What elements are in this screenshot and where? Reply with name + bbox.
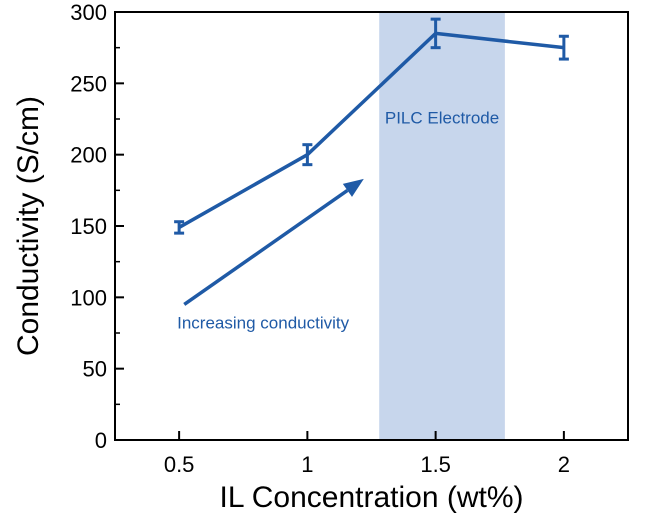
y-tick-label: 0 — [95, 428, 107, 453]
y-axis-title: Conductivity (S/cm) — [12, 96, 45, 356]
arrow-shaft — [183, 188, 349, 306]
plot-frame — [114, 11, 629, 441]
y-tick-label: 300 — [70, 0, 107, 25]
shaded-region-label: PILC Electrode — [385, 108, 499, 127]
arrow-head — [342, 178, 364, 197]
tick-layer: 0 50 100 150 200 250 300 0.5 1 1.5 2 — [70, 0, 570, 477]
y-tick-label: 100 — [70, 285, 107, 310]
annotation-text: Increasing conductivity — [177, 314, 349, 333]
x-tick-label: 2 — [558, 452, 570, 477]
data-point — [558, 34, 569, 61]
data-point — [302, 143, 313, 167]
y-tick-label: 250 — [70, 71, 107, 96]
series-layer — [174, 17, 569, 235]
data-point — [430, 17, 441, 50]
y-tick-label: 200 — [70, 143, 107, 168]
x-axis-title: IL Concentration (wt%) — [219, 481, 523, 514]
data-point — [174, 220, 185, 235]
x-tick-label: 1.5 — [420, 452, 451, 477]
shaded-region — [379, 12, 505, 440]
y-tick-label: 150 — [70, 214, 107, 239]
x-tick-label: 0.5 — [164, 452, 195, 477]
arrow-layer — [183, 178, 364, 306]
x-tick-label: 1 — [301, 452, 313, 477]
y-tick-label: 50 — [83, 357, 107, 382]
series-line — [178, 31, 565, 229]
